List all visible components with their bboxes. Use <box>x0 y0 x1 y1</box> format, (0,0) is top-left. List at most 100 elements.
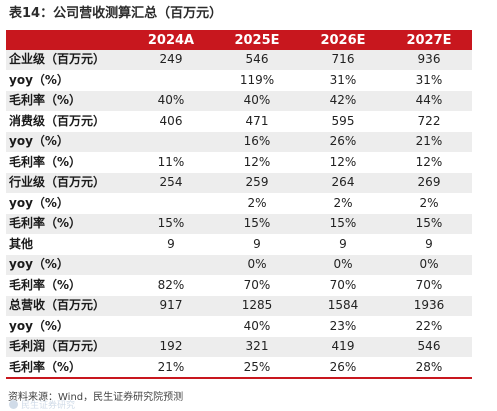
table-cell: 192 <box>128 336 214 358</box>
table-row: yoy（%） 0% 0% 0% <box>6 254 472 276</box>
row-label: 毛利率（%） <box>6 213 128 235</box>
table-row: 毛利率（%） 15% 15% 15% 15% <box>6 213 472 235</box>
table-cell: 0% <box>214 254 300 276</box>
row-label: 毛利率（%） <box>6 90 128 112</box>
table-cell: 82% <box>128 275 214 296</box>
table-row: 其他 9 9 9 9 <box>6 234 472 255</box>
table-cell: 70% <box>386 275 472 296</box>
table-cell: 70% <box>300 275 386 296</box>
table-cell: 21% <box>386 131 472 153</box>
table-cell: 15% <box>214 213 300 235</box>
table-cell: 9 <box>386 234 472 255</box>
table-cell: 40% <box>214 90 300 112</box>
table-cell: 254 <box>128 172 214 194</box>
header-cell-2024a: 2024A <box>128 30 214 50</box>
table-row: 毛利率（%） 82% 70% 70% 70% <box>6 275 472 296</box>
row-label: 毛利率（%） <box>6 275 128 296</box>
table-cell: 23% <box>300 316 386 337</box>
row-label: yoy（%） <box>6 70 128 91</box>
source-note: 资料来源：Wind，民生证券研究院预测 <box>8 392 184 403</box>
table-cell <box>128 70 214 91</box>
table-cell: 25% <box>214 357 300 379</box>
header-cell-2025e: 2025E <box>214 30 300 50</box>
table-row: 消费级（百万元） 406 471 595 722 <box>6 111 472 132</box>
table-cell: 28% <box>386 357 472 379</box>
revenue-forecast-table: 2024A 2025E 2026E 2027E 企业级（百万元） 249 546 71… <box>6 30 472 379</box>
table-cell: 15% <box>300 213 386 235</box>
table-row: 毛利率（%） 11% 12% 12% 12% <box>6 152 472 173</box>
table-header-row: 2024A 2025E 2026E 2027E <box>6 30 472 50</box>
row-label: yoy（%） <box>6 316 128 337</box>
table-cell <box>128 254 214 276</box>
row-label: 毛利率（%） <box>6 152 128 173</box>
row-label: 毛利率（%） <box>6 357 128 379</box>
table-row: 毛利率（%） 21% 25% 26% 28% <box>6 357 472 379</box>
watermark-text: 民生证券研究 <box>21 400 76 411</box>
table-cell: 722 <box>386 111 472 132</box>
table-cell: 419 <box>300 336 386 358</box>
table-cell: 26% <box>300 131 386 153</box>
row-label: 毛利润（百万元） <box>6 336 128 358</box>
table-cell: 22% <box>386 316 472 337</box>
table-cell: 0% <box>386 254 472 276</box>
table-cell: 31% <box>300 70 386 91</box>
table-cell: 119% <box>214 70 300 91</box>
table-cell: 1584 <box>300 295 386 317</box>
row-label: 企业级（百万元） <box>6 50 128 71</box>
table-title: 表14：公司营收测算汇总（百万元） <box>9 6 223 21</box>
table-cell: 15% <box>386 213 472 235</box>
table-body: 企业级（百万元） 249 546 716 936 yoy（%） 119% 31% 31% 毛利率（… <box>6 50 472 379</box>
table-cell: 546 <box>386 336 472 358</box>
table-cell: 269 <box>386 172 472 194</box>
table-cell: 11% <box>128 152 214 173</box>
table-row: yoy（%） 119% 31% 31% <box>6 70 472 91</box>
table-cell: 259 <box>214 172 300 194</box>
row-label: yoy（%） <box>6 193 128 214</box>
table-row: yoy（%） 40% 23% 22% <box>6 316 472 337</box>
table-cell: 70% <box>214 275 300 296</box>
table-cell: 42% <box>300 90 386 112</box>
table-cell: 2% <box>386 193 472 214</box>
table-row: 行业级（百万元） 254 259 264 269 <box>6 172 472 194</box>
table-cell <box>128 316 214 337</box>
table-cell: 595 <box>300 111 386 132</box>
row-label: 行业级（百万元） <box>6 172 128 194</box>
table-cell <box>128 131 214 153</box>
table-cell: 406 <box>128 111 214 132</box>
table-cell: 15% <box>128 213 214 235</box>
table-cell: 12% <box>300 152 386 173</box>
table-cell: 716 <box>300 50 386 71</box>
table-cell: 44% <box>386 90 472 112</box>
table-cell: 917 <box>128 295 214 317</box>
table-cell: 9 <box>214 234 300 255</box>
table-cell: 40% <box>128 90 214 112</box>
table-cell: 264 <box>300 172 386 194</box>
header-cell-2027e: 2027E <box>386 30 472 50</box>
table-cell: 546 <box>214 50 300 71</box>
table-cell: 1936 <box>386 295 472 317</box>
table-cell: 9 <box>128 234 214 255</box>
row-label: 消费级（百万元） <box>6 111 128 132</box>
header-cell-2026e: 2026E <box>300 30 386 50</box>
table-row: 总营收（百万元） 917 1285 1584 1936 <box>6 295 472 317</box>
table-cell: 2% <box>214 193 300 214</box>
row-label: 其他 <box>6 234 128 255</box>
header-cell-label <box>6 30 128 50</box>
table-row: yoy（%） 2% 2% 2% <box>6 193 472 214</box>
table-cell: 321 <box>214 336 300 358</box>
table-cell: 26% <box>300 357 386 379</box>
table-cell: 2% <box>300 193 386 214</box>
table-cell <box>128 193 214 214</box>
table-cell: 249 <box>128 50 214 71</box>
row-label: 总营收（百万元） <box>6 295 128 317</box>
table-cell: 1285 <box>214 295 300 317</box>
table-cell: 40% <box>214 316 300 337</box>
table-cell: 12% <box>214 152 300 173</box>
row-label: yoy（%） <box>6 254 128 276</box>
table-cell: 471 <box>214 111 300 132</box>
table-row: 毛利润（百万元） 192 321 419 546 <box>6 336 472 358</box>
table-cell: 0% <box>300 254 386 276</box>
logo-icon <box>9 399 18 409</box>
table-cell: 16% <box>214 131 300 153</box>
table-row: 企业级（百万元） 249 546 716 936 <box>6 50 472 71</box>
